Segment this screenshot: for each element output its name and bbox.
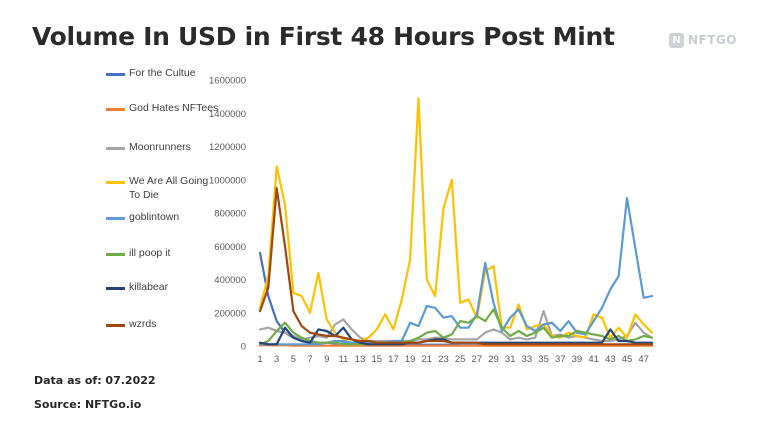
x-tick-label: 31 bbox=[505, 354, 516, 365]
x-tick-label: 5 bbox=[291, 354, 296, 365]
x-tick-label: 39 bbox=[572, 354, 583, 365]
x-tick-label: 27 bbox=[472, 354, 483, 365]
x-tick-label: 35 bbox=[538, 354, 549, 365]
legend-swatch bbox=[106, 324, 125, 327]
x-tick-label: 41 bbox=[588, 354, 599, 365]
x-tick-label: 17 bbox=[388, 354, 399, 365]
footer-source: Source: NFTGo.io bbox=[34, 398, 142, 411]
nftgo-logo: N NFTGO bbox=[669, 32, 737, 48]
y-tick-label: 400000 bbox=[214, 275, 246, 286]
legend-swatch bbox=[106, 181, 125, 184]
logo-text: NFTGO bbox=[688, 33, 737, 47]
legend-swatch bbox=[106, 147, 125, 150]
legend-label: ill poop it bbox=[129, 247, 171, 259]
x-tick-label: 43 bbox=[605, 354, 616, 365]
y-tick-label: 1000000 bbox=[209, 175, 246, 186]
legend-label: For the Cultue bbox=[129, 67, 196, 79]
x-tick-label: 47 bbox=[638, 354, 649, 365]
legend-swatch bbox=[106, 108, 125, 111]
x-tick-label: 9 bbox=[324, 354, 329, 365]
x-tick-label: 45 bbox=[622, 354, 633, 365]
legend-swatch bbox=[106, 73, 125, 76]
x-tick-label: 37 bbox=[555, 354, 566, 365]
y-tick-label: 600000 bbox=[214, 242, 246, 253]
x-tick-label: 29 bbox=[488, 354, 499, 365]
legend-label: wzrds bbox=[129, 318, 157, 330]
series-line-goblintown bbox=[258, 196, 654, 346]
nftgo-logo-icon: N bbox=[669, 32, 684, 48]
x-tick-label: 21 bbox=[422, 354, 433, 365]
x-tick-label: 33 bbox=[522, 354, 533, 365]
legend-label: We Are All Going To Die bbox=[129, 175, 209, 201]
page-title: Volume In USD in First 48 Hours Post Min… bbox=[32, 22, 615, 51]
x-tick-label: 3 bbox=[274, 354, 279, 365]
legend-label: God Hates NFTees bbox=[129, 102, 219, 114]
y-tick-label: 1200000 bbox=[209, 142, 246, 153]
series-line-god-hates-nftees bbox=[258, 344, 654, 347]
y-tick-label: 1400000 bbox=[209, 109, 246, 120]
legend-swatch bbox=[106, 253, 125, 256]
series-line-ill-poop-it bbox=[258, 308, 654, 346]
y-tick-label: 1600000 bbox=[209, 76, 246, 87]
x-tick-label: 25 bbox=[455, 354, 466, 365]
x-tick-label: 15 bbox=[371, 354, 382, 365]
legend-label: goblintown bbox=[129, 211, 180, 223]
series-line-we-are-all-going-to-die bbox=[258, 97, 654, 343]
series-line-for-the-cultue bbox=[258, 251, 654, 347]
x-tick-label: 11 bbox=[338, 354, 348, 365]
legend-label: killabear bbox=[129, 281, 169, 293]
series-line-wzrds bbox=[258, 187, 654, 346]
legend-swatch bbox=[106, 217, 125, 220]
y-tick-label: 0 bbox=[241, 342, 246, 353]
x-tick-label: 13 bbox=[355, 354, 366, 365]
x-tick-label: 23 bbox=[438, 354, 449, 365]
x-tick-label: 1 bbox=[257, 354, 262, 365]
y-tick-label: 800000 bbox=[214, 209, 246, 220]
legend-swatch bbox=[106, 287, 125, 290]
x-tick-label: 7 bbox=[307, 354, 312, 365]
y-tick-label: 200000 bbox=[214, 308, 246, 319]
series-line-moonrunners bbox=[258, 310, 654, 343]
footer-date: Data as of: 07.2022 bbox=[34, 374, 156, 387]
x-tick-label: 19 bbox=[405, 354, 416, 365]
legend-label: Moonrunners bbox=[129, 141, 191, 153]
